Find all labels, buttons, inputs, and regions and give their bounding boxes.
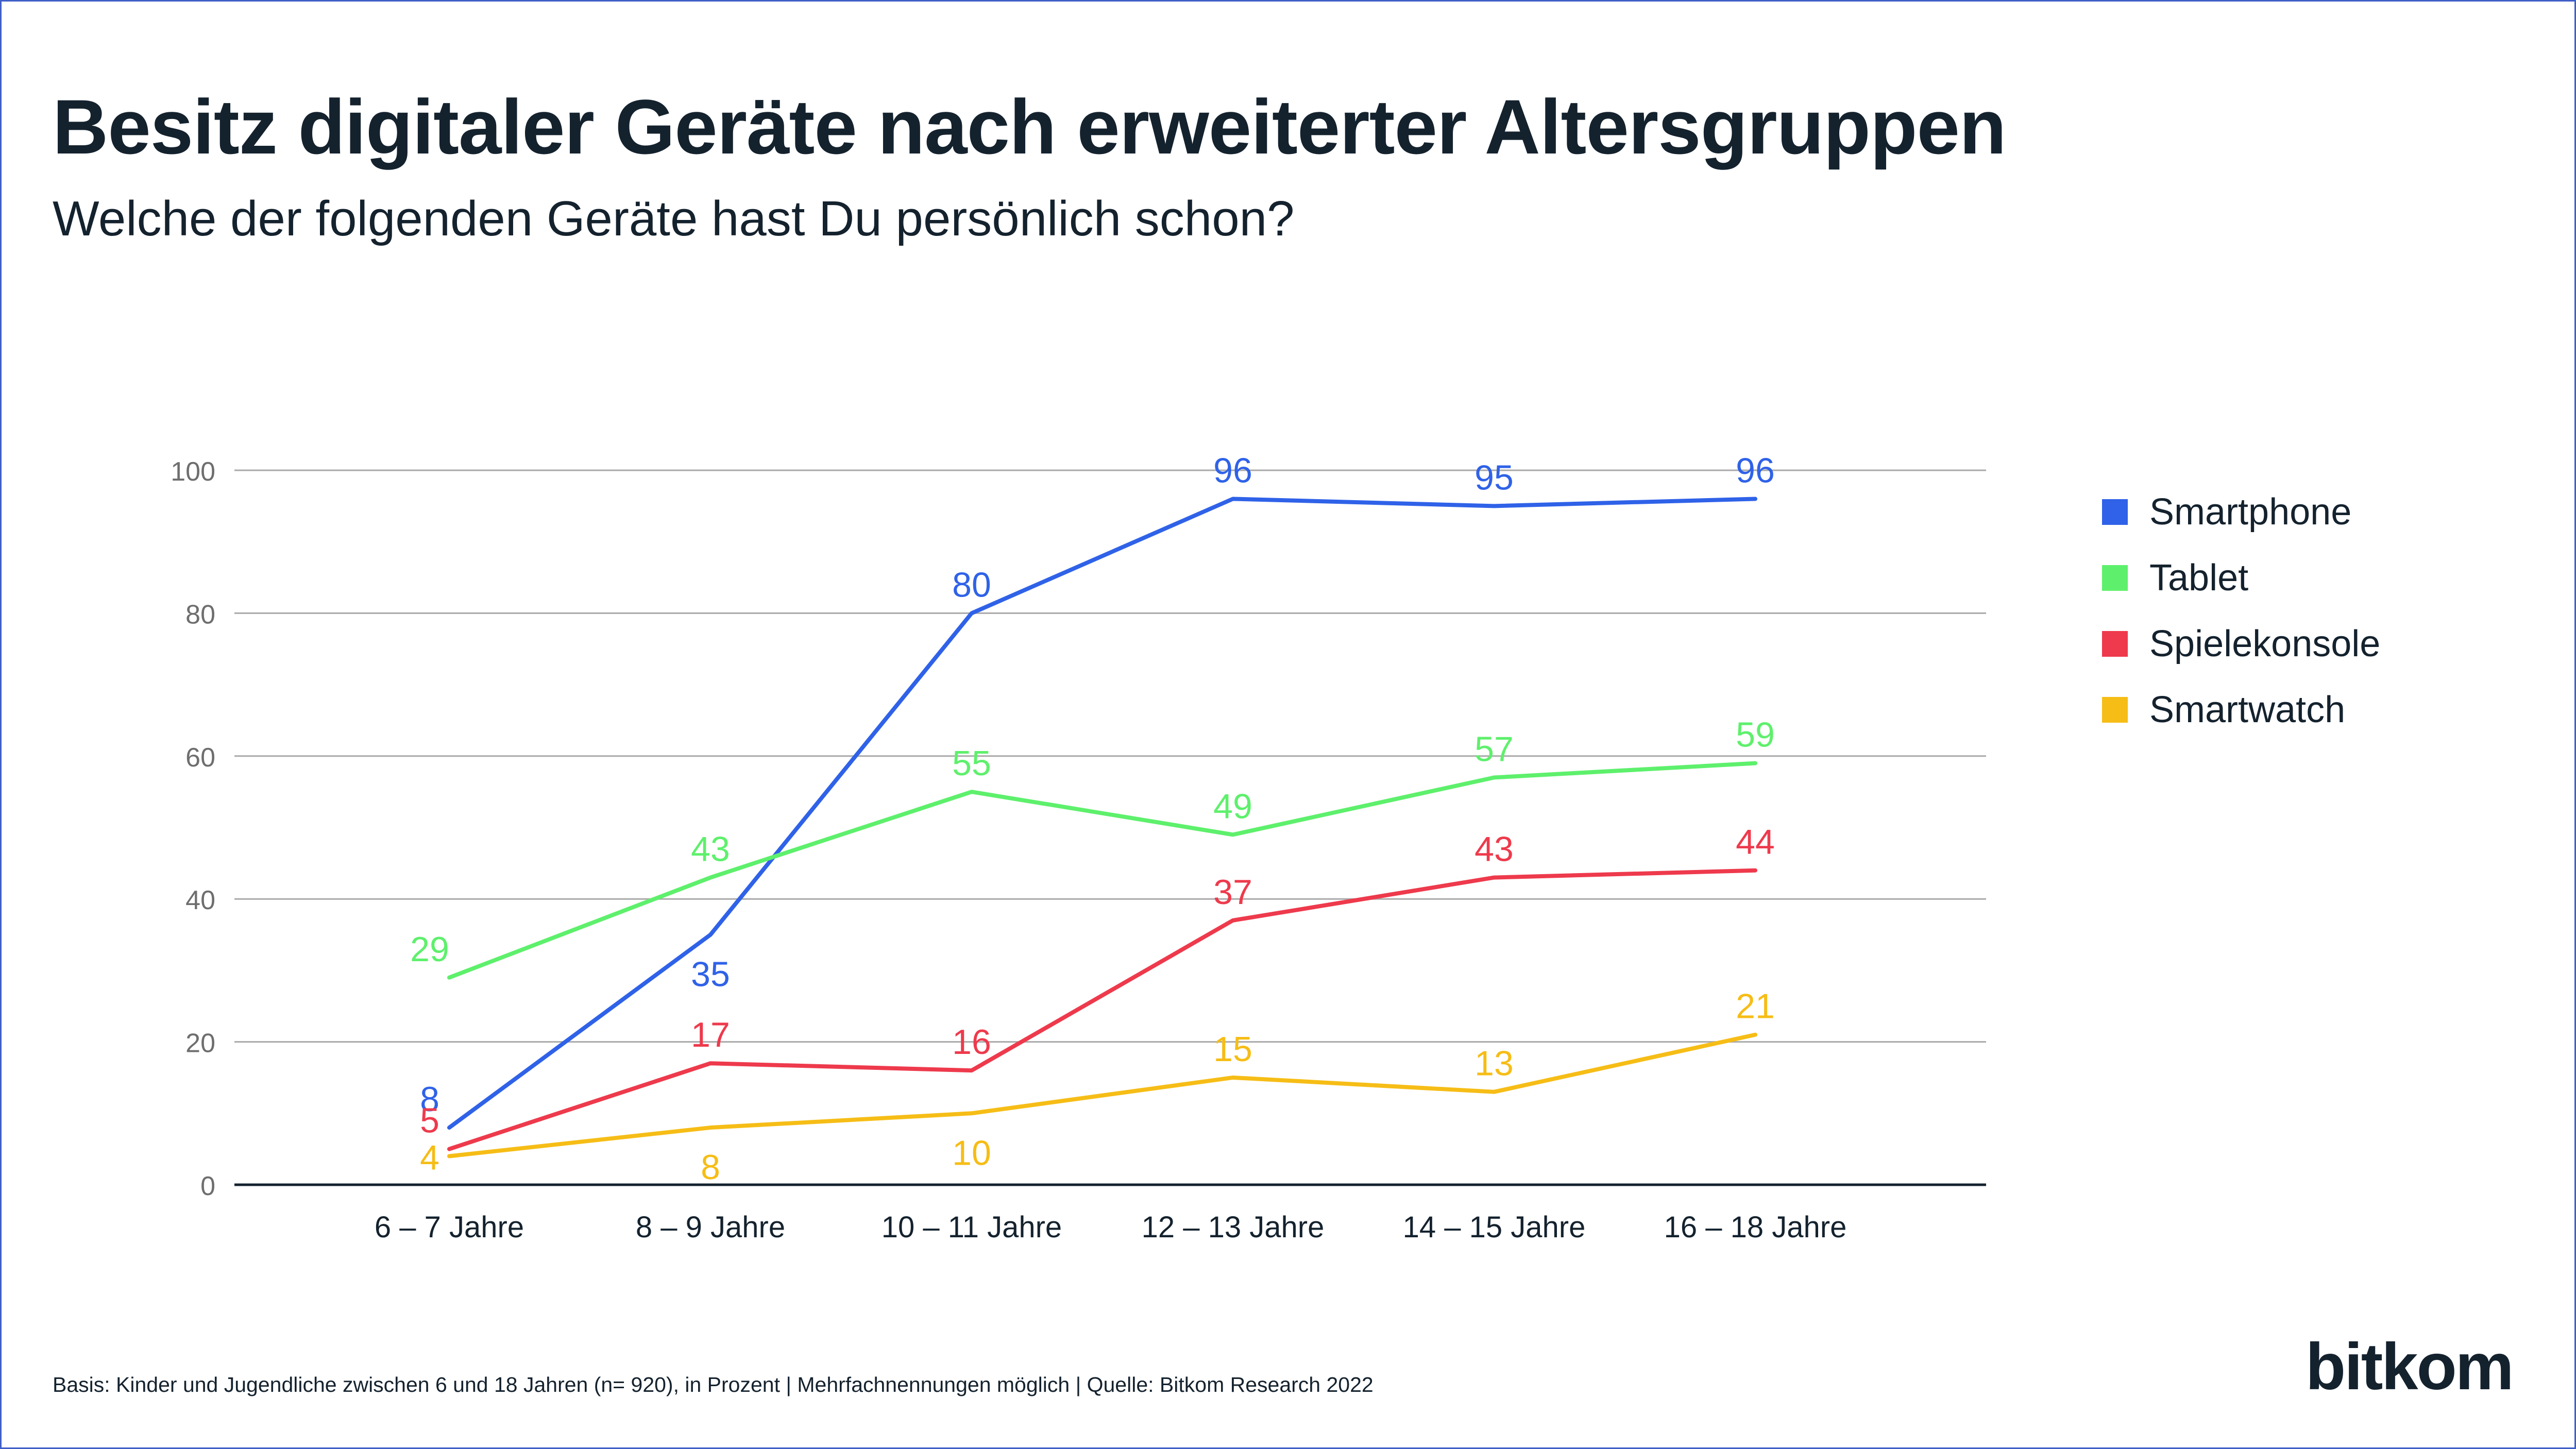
x-tick-label: 14 – 15 Jahre [1403,1211,1586,1244]
x-tick-label: 10 – 11 Jahre [882,1211,1062,1244]
data-label: 96 [1736,451,1775,490]
data-label: 96 [1213,451,1252,490]
legend-swatch [2102,697,2128,723]
bitkom-logo: bitkom [2306,1330,2514,1404]
data-label: 13 [1475,1044,1514,1083]
legend-swatch [2102,631,2128,657]
series-line-smartphone [447,497,1757,1130]
x-tick-label: 16 – 18 Jahre [1664,1211,1847,1244]
y-tick-label: 40 [185,885,215,915]
series-line-tablet [447,761,1757,980]
series-line-smartwatch [447,1032,1757,1158]
data-label: 44 [1736,823,1775,862]
y-tick-label: 0 [200,1171,215,1201]
legend-item-smartwatch: Smartwatch [2102,677,2380,743]
data-label: 43 [691,830,730,869]
data-label: 80 [952,565,991,604]
y-axis-ticks: 0 20 40 60 80 100 [171,457,215,1201]
series-line-spielekonsole [447,868,1757,1151]
data-label: 5 [420,1101,439,1140]
x-tick-label: 12 – 13 Jahre [1142,1211,1325,1244]
series-lines [447,497,1757,1158]
data-label: 95 [1475,458,1514,497]
data-label: 59 [1736,715,1775,755]
data-label: 21 [1736,987,1775,1026]
legend-item-spielekonsole: Spielekonsole [2102,611,2380,677]
y-tick-label: 20 [185,1029,215,1059]
data-label: 8 [701,1148,720,1187]
data-label: 49 [1213,787,1252,826]
legend-label: Smartphone [2149,491,2352,533]
legend-label: Spielekonsole [2149,623,2381,664]
data-label: 37 [1213,873,1252,912]
legend-item-smartphone: Smartphone [2102,479,2380,545]
x-axis-ticks: 6 – 7 Jahre 8 – 9 Jahre 10 – 11 Jahre 12 – … [375,1211,1846,1244]
legend: Smartphone Tablet Spielekonsole Smartwatch [2102,479,2380,743]
data-label: 55 [952,744,991,783]
data-label: 43 [1475,830,1514,869]
gridlines [234,469,1986,1186]
legend-label: Tablet [2149,557,2249,599]
y-tick-label: 100 [171,457,215,487]
x-tick-label: 6 – 7 Jahre [375,1211,524,1244]
y-tick-label: 60 [185,743,215,773]
x-tick-label: 8 – 9 Jahre [636,1211,785,1244]
data-label: 57 [1475,729,1514,769]
data-label: 17 [691,1015,730,1054]
legend-label: Smartwatch [2149,689,2346,730]
y-tick-label: 80 [185,600,215,629]
footnote: Basis: Kinder und Jugendliche zwischen 6… [53,1373,1374,1396]
data-label: 29 [410,930,449,969]
legend-item-tablet: Tablet [2102,545,2380,611]
chart-title: Besitz digitaler Geräte nach erweiterter… [53,83,2007,170]
data-label: 16 [952,1022,991,1062]
legend-swatch [2102,565,2128,591]
chart-subtitle: Welche der folgenden Geräte hast Du pers… [53,191,1295,246]
data-label: 8 [420,1080,439,1119]
legend-swatch [2102,499,2128,525]
data-label: 4 [420,1138,439,1178]
data-label: 35 [691,955,730,994]
data-label: 15 [1213,1030,1252,1069]
data-label: 10 [952,1133,991,1172]
